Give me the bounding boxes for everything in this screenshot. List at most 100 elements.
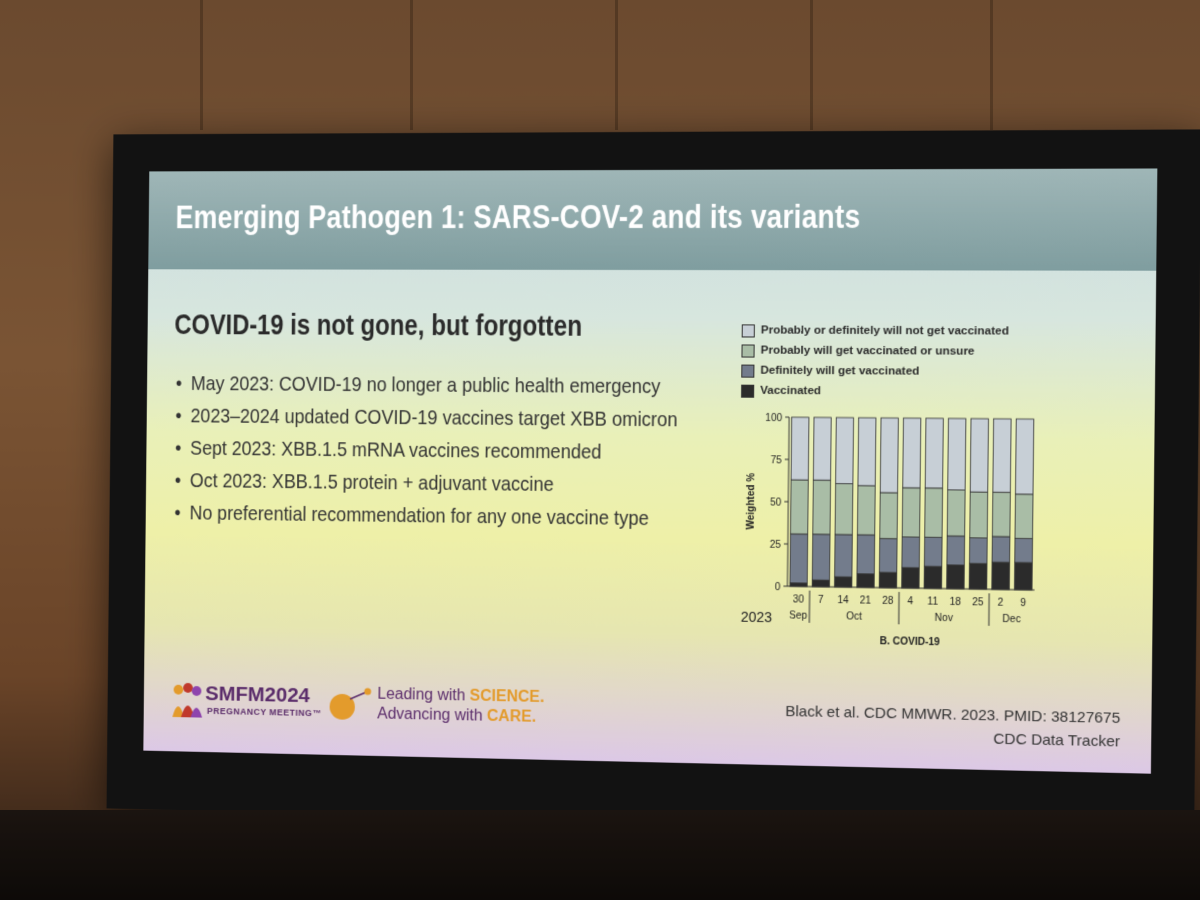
room-floor [0,810,1200,900]
wall-seam [200,0,203,130]
bar-segment [993,419,1011,493]
legend-item: Probably will get vaccinated or unsure [741,340,1008,362]
bar-segment [924,566,942,588]
tagline-prefix: Advancing with [377,706,487,725]
bar-segment [992,492,1010,537]
bar-segment [834,577,852,587]
bar-segment [903,418,921,488]
bar-segment [902,488,920,538]
vaccination-chart: Probably or definitely will not get vacc… [738,320,1048,698]
wall-seam [615,0,618,130]
legend-label: Vaccinated [760,385,821,397]
y-tick-label: 50 [770,497,782,508]
bar-segment [969,538,987,564]
chart-title: B. COVID-19 [880,636,941,648]
x-tick-label: 25 [972,597,984,608]
bar-segment [879,572,897,588]
bullet-item: • No preferential recommendation for any … [174,501,676,531]
citation-block: Black et al. CDC MMWR. 2023. PMID: 38127… [785,703,1120,757]
tagline-highlight: SCIENCE. [470,688,545,706]
legend-label: Definitely will get vaccinated [760,365,919,378]
bullet-text: Sept 2023: XBB.1.5 mRNA vaccines recomme… [190,437,601,464]
bar-segment [1015,538,1033,562]
bar-segment [857,486,875,535]
bar-segment [947,536,965,565]
smfm-logo-area: SMFM2024 PREGNANCY MEETING™ Leading with… [170,676,520,743]
legend-swatch [741,364,754,377]
x-tick-label: 7 [818,595,824,606]
x-tick-label: 28 [882,596,894,607]
bar-segment [835,534,853,577]
chart-legend: Probably or definitely will not get vacc… [741,320,1009,402]
wall-seam [410,0,413,130]
legend-item: Vaccinated [741,381,1008,403]
wall-seam [990,0,993,130]
slide: Emerging Pathogen 1: SARS-COV-2 and its … [143,168,1157,773]
x-tick-label: 21 [860,595,871,606]
legend-swatch [741,384,754,397]
wall-seam [810,0,813,130]
bar-segment [857,574,875,588]
bar-segment [1015,419,1033,494]
slide-title: Emerging Pathogen 1: SARS-COV-2 and its … [175,198,860,237]
tagline-highlight: CARE. [487,708,536,726]
tagline-care: Advancing with CARE. [377,706,536,727]
bar-segment [902,568,920,589]
bar-segment [858,418,876,486]
y-tick-label: 25 [770,540,782,551]
citation-mmwr: Black et al. CDC MMWR. 2023. PMID: 38127… [785,703,1120,727]
orange-dot-icon [325,685,374,725]
legend-item: Probably or definitely will not get vacc… [742,320,1009,341]
bullet-dot: • [175,405,190,429]
bullet-text: No preferential recommendation for any o… [190,502,649,530]
bar-segment [992,562,1010,590]
bar-segment [879,538,897,572]
x-tick-label: 2 [997,597,1003,608]
bullet-text: 2023–2024 updated COVID-19 vaccines targ… [191,405,678,432]
bullet-dot: • [174,501,189,525]
bar-segment [924,537,942,566]
bar-segment [812,580,829,587]
bar-segment [925,418,943,488]
x-tick-label: 14 [837,595,849,606]
bullet-item: • Sept 2023: XBB.1.5 mRNA vaccines recomm… [175,437,677,466]
month-label: Nov [935,613,953,625]
bullet-dot: • [175,437,190,461]
bullet-text: Oct 2023: XBB.1.5 protein + adjuvant vac… [190,469,554,496]
bar-segment [812,534,830,580]
x-tick-label: 30 [793,594,805,605]
tagline-prefix: Leading with [377,686,469,705]
bar-segment [790,480,808,534]
y-tick-label: 75 [770,455,782,466]
month-label: Dec [1002,614,1020,626]
bar-segment [813,417,831,480]
smfm-logo-text: SMFM2024 [205,682,310,708]
bar-segment [902,537,920,568]
bar-segment [836,418,854,484]
bullet-text: May 2023: COVID-19 no longer a public he… [191,372,661,398]
x-tick-label: 9 [1020,598,1026,609]
legend-label: Probably will get vaccinated or unsure [761,345,975,358]
x-tick-label: 18 [949,597,961,608]
bar-segment [1015,494,1033,539]
y-axis-label: Weighted % [746,473,758,530]
bar-chart-svg: 0 25 50 75 100 Weighted % 30 7 14 21 28 4 11 18 25 2 9 Se… [738,411,1047,708]
bar-segment [969,563,987,589]
bullet-item: • 2023–2024 updated COVID-19 vaccines tar… [175,405,677,433]
bar-segment [925,488,943,538]
citation-tracker: CDC Data Tracker [785,726,1120,750]
y-tick-label: 100 [765,413,782,424]
bar-segment [880,418,898,493]
bar-segment [947,490,965,536]
bar-segment [970,419,988,492]
tagline-science: Leading with SCIENCE. [377,686,544,707]
x-tick-label: 4 [907,596,913,607]
y-tick-label: 0 [775,582,781,593]
bar-segment [835,484,853,535]
legend-swatch [742,324,755,337]
bar-segment [791,417,809,480]
bar-segment [948,418,966,490]
legend-swatch [741,344,754,357]
bar-segment [790,534,808,583]
slide-subtitle: COVID-19 is not gone, but forgotten [174,308,582,343]
